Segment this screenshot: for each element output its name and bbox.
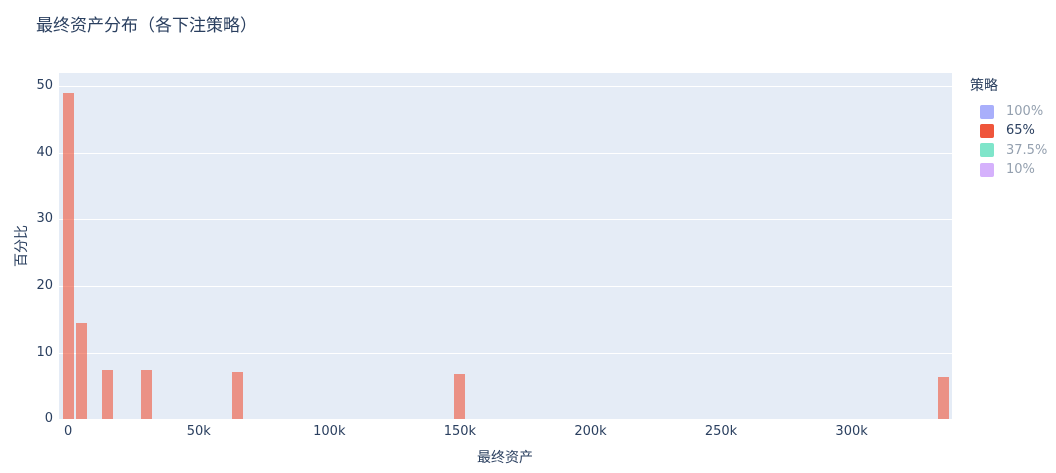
histogram-bar xyxy=(937,377,949,419)
plot-area[interactable] xyxy=(59,73,952,419)
x-tick-label: 100k xyxy=(313,424,346,439)
y-tick-label: 30 xyxy=(36,211,53,227)
x-tick-label: 50k xyxy=(186,424,211,439)
legend-item-37.5%[interactable]: 37.5% xyxy=(970,141,1056,160)
x-tick-label: 150k xyxy=(443,424,477,439)
x-tick-label: 200k xyxy=(574,424,607,439)
y-tick-label: 40 xyxy=(36,144,53,160)
histogram-bar xyxy=(101,369,113,419)
h-gridline xyxy=(59,219,952,221)
x-tick-label: 0 xyxy=(64,424,73,439)
histogram-bar xyxy=(454,374,466,419)
legend: 策略 100% 65% 37.5% 10% xyxy=(970,75,1056,179)
y-tick-label: 50 xyxy=(36,78,53,94)
y-tick-label: 20 xyxy=(36,277,53,293)
y-axis-title: 百分比 xyxy=(14,225,30,267)
legend-swatch xyxy=(980,123,994,138)
legend-swatch xyxy=(980,143,994,158)
histogram-bar xyxy=(62,93,74,419)
legend-swatch xyxy=(980,104,994,119)
y-tick-label: 0 xyxy=(44,411,53,426)
h-gridline xyxy=(59,285,952,287)
x-axis-title: 最终资产 xyxy=(477,450,533,466)
legend-swatch xyxy=(980,162,994,177)
h-gridline xyxy=(59,352,952,354)
x-tick-label: 250k xyxy=(704,424,738,439)
histogram-bar xyxy=(141,370,153,419)
legend-label: 37.5% xyxy=(1006,142,1048,158)
legend-title: 策略 xyxy=(970,78,998,94)
legend-items: 100% 65% 37.5% 10% xyxy=(970,102,1056,179)
chart-title: 最终资产分布（各下注策略） xyxy=(36,16,257,36)
legend-item-65%[interactable]: 65% xyxy=(970,121,1056,140)
legend-item-100%[interactable]: 100% xyxy=(970,102,1056,121)
legend-label: 100% xyxy=(1006,104,1044,120)
histogram-bar xyxy=(75,322,87,419)
y-tick-label: 10 xyxy=(36,344,53,360)
legend-label: 65% xyxy=(1006,123,1035,139)
h-gridline xyxy=(59,152,952,154)
histogram-bar xyxy=(232,371,244,419)
legend-item-10%[interactable]: 10% xyxy=(970,160,1056,179)
x-tick-label: 300k xyxy=(835,424,868,439)
h-gridline xyxy=(59,86,952,88)
legend-label: 10% xyxy=(1006,162,1035,178)
